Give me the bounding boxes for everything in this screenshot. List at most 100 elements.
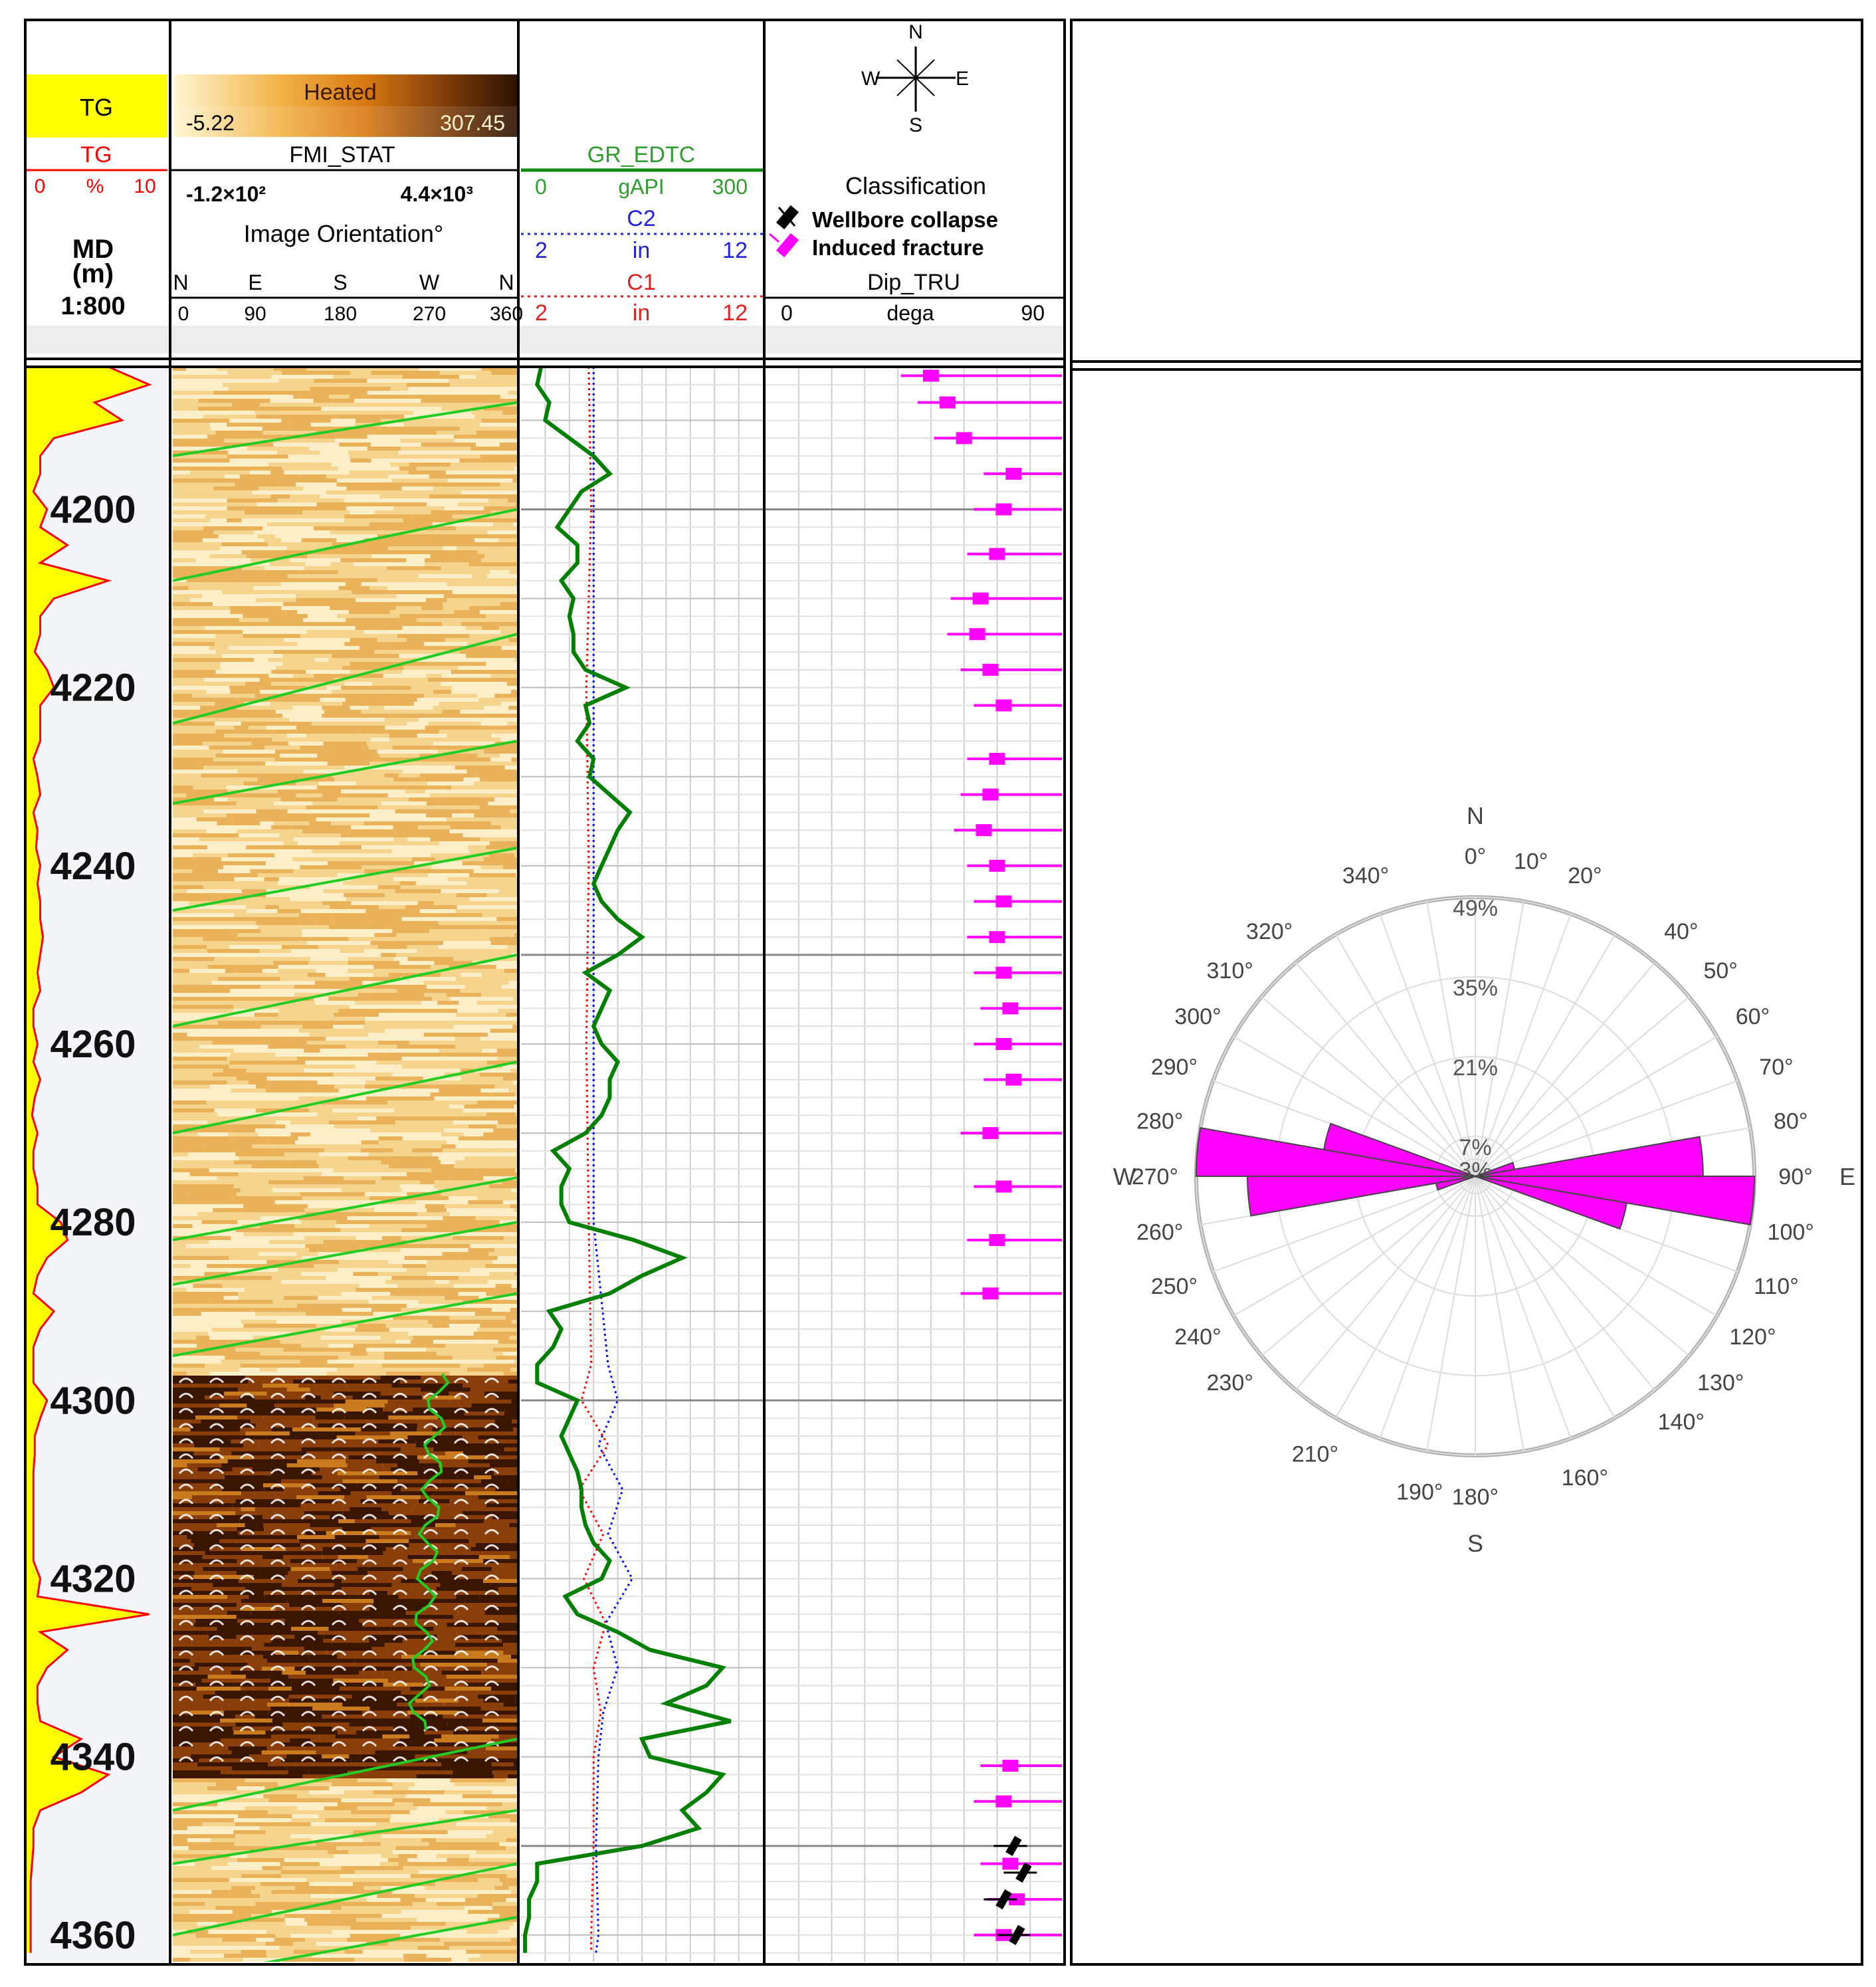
image-texture-cell	[436, 1587, 498, 1591]
image-texture-cell	[449, 718, 480, 722]
image-texture-cell	[440, 973, 461, 977]
rose-sector	[1475, 1162, 1516, 1177]
image-texture-cell	[373, 431, 437, 435]
breakout-streak	[362, 1650, 377, 1656]
image-texture-cell	[189, 1659, 247, 1663]
image-texture-cell	[173, 857, 221, 861]
image-texture-cell	[350, 459, 371, 463]
image-texture-cell	[379, 905, 405, 909]
image-texture-cell	[229, 1196, 278, 1200]
image-texture-cell	[232, 1097, 299, 1100]
image-texture-cell	[173, 1647, 219, 1651]
image-texture-cell	[393, 1148, 413, 1152]
image-texture-cell	[241, 1344, 276, 1348]
image-texture-cell	[219, 1651, 275, 1655]
image-texture-cell	[510, 1033, 517, 1037]
image-texture-cell	[345, 698, 417, 702]
image-texture-cell	[384, 443, 421, 447]
image-texture-cell	[483, 1132, 517, 1136]
image-texture-cell	[298, 1029, 329, 1033]
image-texture-cell	[287, 809, 348, 813]
breakout-streak	[362, 1665, 377, 1671]
breakout-streak	[331, 1499, 347, 1505]
image-texture-cell	[409, 419, 482, 423]
image-texture-cell	[469, 1093, 490, 1097]
image-texture-cell	[173, 1918, 246, 1922]
image-texture-cell	[389, 590, 453, 594]
image-texture-cell	[203, 1567, 261, 1571]
image-texture-cell	[173, 1603, 237, 1607]
image-texture-cell	[286, 1463, 348, 1467]
image-texture-cell	[359, 1240, 406, 1244]
image-texture-cell	[380, 1842, 429, 1846]
image-texture-cell	[219, 1647, 253, 1651]
image-texture-cell	[464, 1104, 514, 1108]
image-texture-cell	[306, 1212, 355, 1216]
image-texture-cell	[282, 1671, 306, 1675]
image-texture-cell	[509, 809, 517, 813]
image-texture-cell	[429, 494, 488, 498]
image-texture-cell	[437, 1001, 459, 1005]
image-texture-cell	[417, 1946, 449, 1950]
fracture-legend-icon	[776, 233, 799, 258]
image-texture-cell	[499, 610, 517, 614]
image-texture-cell	[173, 375, 209, 379]
image-texture-cell	[477, 1894, 517, 1898]
image-texture-cell	[288, 1037, 326, 1041]
image-texture-cell	[459, 949, 517, 953]
image-texture-cell	[479, 793, 517, 797]
image-texture-cell	[458, 1276, 500, 1280]
image-texture-cell	[173, 1734, 233, 1738]
image-texture-cell	[173, 1340, 215, 1344]
image-texture-cell	[360, 1136, 379, 1140]
image-texture-cell	[417, 1918, 439, 1922]
image-texture-cell	[173, 598, 191, 602]
image-texture-cell	[173, 419, 230, 423]
image-texture-cell	[435, 1523, 456, 1527]
image-texture-cell	[508, 1380, 517, 1384]
image-texture-cell	[488, 1814, 517, 1818]
image-texture-cell	[314, 379, 367, 383]
image-texture-cell	[347, 1216, 383, 1220]
breakout-streak	[178, 1392, 194, 1399]
image-texture-cell	[394, 1742, 463, 1746]
image-texture-cell	[215, 1906, 273, 1910]
image-texture-cell	[474, 1304, 517, 1308]
image-texture-cell	[255, 1423, 318, 1427]
image-texture-cell	[389, 734, 417, 738]
image-texture-cell	[290, 1834, 352, 1838]
image-texture-cell	[235, 1715, 255, 1719]
image-texture-cell	[173, 694, 193, 698]
image-texture-cell	[238, 1388, 287, 1392]
image-texture-cell	[292, 1878, 306, 1882]
breakout-streak	[453, 1544, 469, 1550]
image-texture-cell	[272, 1910, 331, 1914]
image-texture-cell	[456, 1822, 517, 1826]
breakout-streak	[178, 1453, 194, 1459]
image-texture-cell	[257, 1850, 297, 1854]
image-texture-cell	[361, 710, 387, 714]
breakout-streak	[362, 1726, 377, 1732]
image-texture-cell	[305, 1244, 329, 1248]
image-texture-cell	[363, 1332, 408, 1336]
image-texture-cell	[364, 869, 433, 873]
image-texture-cell	[322, 1475, 379, 1479]
rose-angle-label: 230°	[1207, 1370, 1253, 1396]
image-texture-cell	[247, 1854, 279, 1858]
image-texture-cell	[431, 853, 489, 857]
image-texture-cell	[251, 1742, 283, 1746]
rose-spoke	[1475, 1176, 1572, 1439]
image-texture-cell	[458, 391, 508, 395]
image-texture-cell	[215, 754, 280, 758]
image-texture-cell	[357, 1806, 417, 1810]
image-texture-cell	[362, 1041, 379, 1045]
image-texture-cell	[383, 1356, 453, 1360]
image-texture-cell	[173, 1404, 220, 1408]
image-texture-cell	[436, 845, 468, 849]
image-texture-cell	[433, 582, 447, 586]
image-texture-cell	[216, 1025, 261, 1029]
breakout-streak	[178, 1650, 194, 1656]
image-texture-cell	[490, 1463, 517, 1467]
image-texture-cell	[214, 642, 253, 646]
image-texture-cell	[423, 1695, 478, 1699]
